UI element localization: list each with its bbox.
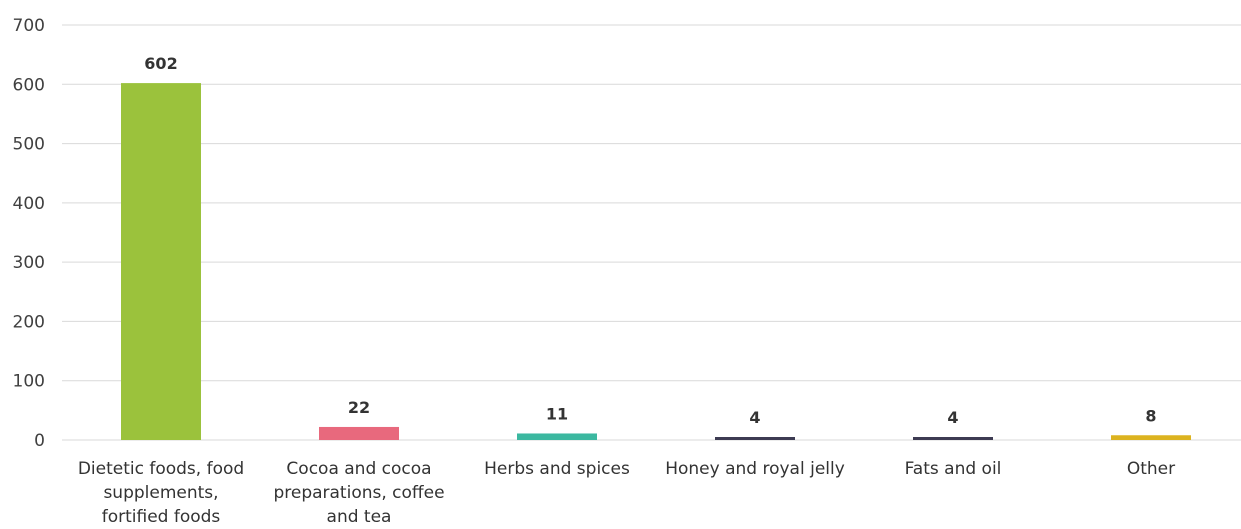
y-tick-label: 0 [34,431,45,451]
bar [913,437,993,440]
category-label-line: Herbs and spices [484,459,630,479]
category-label: Herbs and spices [484,459,630,479]
bar [517,433,597,440]
category-label-line: Honey and royal jelly [665,459,845,479]
y-axis-tick-labels: 0 100 200 300 400 500 600 700 [13,16,45,451]
category-label: Honey and royal jelly [665,459,845,479]
category-label-line: Dietetic foods, food [78,459,244,479]
y-tick-label: 400 [13,194,45,214]
y-tick-label: 100 [13,372,45,392]
bars [121,83,1191,440]
data-label: 4 [947,408,958,427]
category-label: Fats and oil [905,459,1002,479]
data-label: 11 [546,404,568,423]
category-label: Dietetic foods, food supplements, fortifie… [78,459,244,527]
x-axis-category-labels: Dietetic foods, food supplements, fortifie… [78,459,1175,527]
bar [319,426,399,440]
y-tick-label: 600 [13,75,45,95]
category-label-line: Cocoa and cocoa [286,459,431,479]
category-label-line: and tea [327,507,392,527]
gridlines [62,24,1241,441]
category-label-line: fortified foods [102,507,221,527]
data-label: 602 [144,54,177,73]
category-label-line: Other [1127,459,1175,479]
bar [1111,435,1191,440]
category-label: Cocoa and cocoa preparations, coffee and t… [273,459,444,527]
bar [121,83,201,440]
data-labels: 602 22 11 4 4 8 [144,54,1156,427]
category-label-line: supplements, [103,483,218,503]
bar [715,437,795,440]
category-label-line: Fats and oil [905,459,1002,479]
y-tick-label: 200 [13,312,45,332]
y-tick-label: 700 [13,16,45,36]
category-label-line: preparations, coffee [273,483,444,503]
data-label: 4 [749,408,760,427]
data-label: 8 [1145,406,1156,425]
category-label: Other [1127,459,1175,479]
y-tick-label: 300 [13,253,45,273]
data-label: 22 [348,398,370,417]
y-tick-label: 500 [13,135,45,155]
